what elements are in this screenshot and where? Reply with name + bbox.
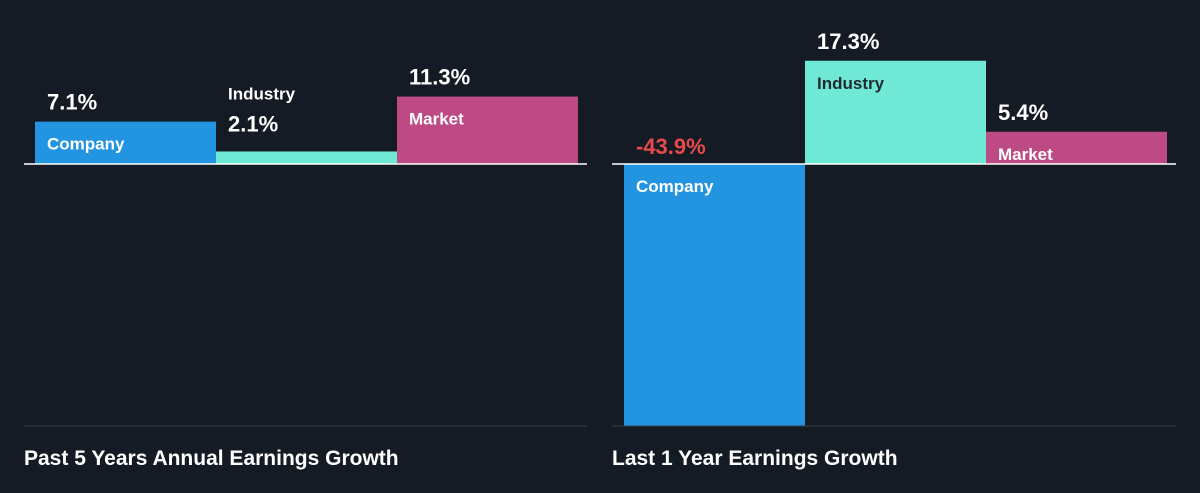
industry-bar <box>216 151 397 164</box>
market-category-label: Market <box>998 145 1053 164</box>
industry-category-label: Industry <box>228 84 296 103</box>
industry-bar <box>805 60 986 164</box>
company-value-label: 7.1% <box>47 90 97 115</box>
chart-title: Past 5 Years Annual Earnings Growth <box>24 447 399 470</box>
market-value-label: 5.4% <box>998 100 1048 125</box>
industry-value-label: 2.1% <box>228 111 278 136</box>
market-value-label: 11.3% <box>409 65 470 90</box>
industry-value-label: 17.3% <box>817 29 879 54</box>
company-value-label: -43.9% <box>636 134 706 159</box>
company-category-label: Company <box>636 177 714 196</box>
market-bar <box>397 96 578 164</box>
chart-title: Last 1 Year Earnings Growth <box>612 447 898 470</box>
company-category-label: Company <box>47 135 125 154</box>
past-5-years-panel: Company 7.1% Industry 2.1% Market 11.3% Past 5… <box>24 65 587 470</box>
market-category-label: Market <box>409 110 464 129</box>
industry-category-label: Industry <box>817 74 885 93</box>
last-1-year-panel: Company -43.9% Industry 17.3% Market 5.4% Last… <box>612 29 1176 470</box>
company-bar <box>35 121 216 164</box>
company-bar <box>624 164 805 426</box>
market-bar <box>986 131 1167 164</box>
